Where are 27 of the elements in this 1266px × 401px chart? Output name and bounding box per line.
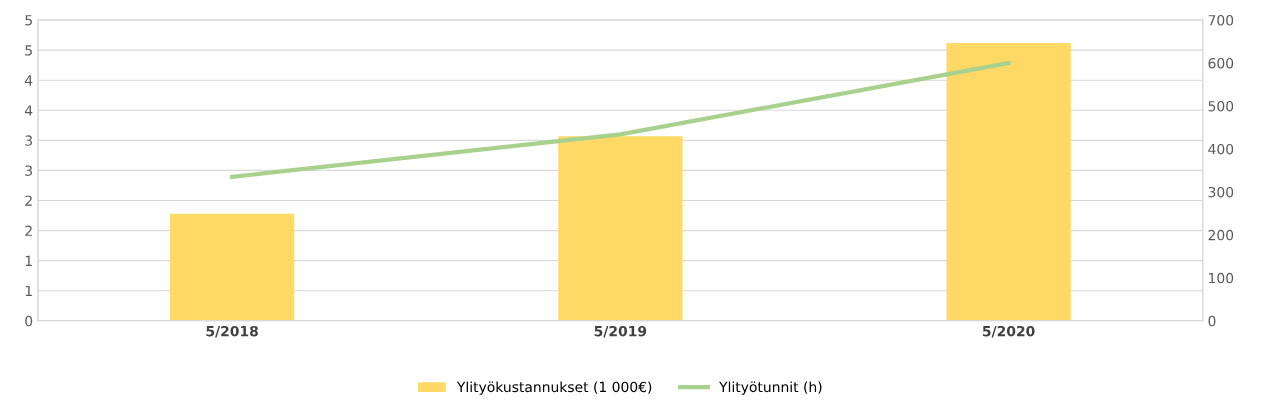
x-tick-label: 5/2019	[594, 325, 647, 338]
legend-label: Ylityötunnit (h)	[719, 381, 822, 395]
y2-tick-label: 200	[1208, 229, 1234, 241]
bar	[946, 42, 1071, 321]
x-tick-label: 5/2020	[982, 325, 1035, 338]
y-tick-label: 2	[25, 195, 32, 206]
y-tick-label: 5	[25, 15, 32, 26]
y2-tick-label: 0	[1208, 315, 1216, 327]
y-tick-label: 5	[25, 45, 32, 56]
y-tick-label: 1	[25, 255, 32, 266]
y2-tick-label: 300	[1208, 186, 1234, 198]
y-tick-label: 1	[25, 285, 32, 296]
y-tick-label: 3	[25, 135, 33, 146]
y-tick-label: 4	[24, 105, 33, 116]
y-tick-label: 4	[24, 75, 33, 86]
y2-tick-label: 600	[1208, 57, 1234, 69]
legend-label: Ylityökustannukset (1 000€)	[456, 381, 652, 395]
y2-tick-label: 100	[1209, 272, 1234, 284]
x-tick-label: 5/2018	[206, 325, 258, 338]
bar	[169, 213, 295, 321]
y-tick-label: 2	[25, 225, 32, 236]
y-tick-label: 3	[25, 165, 33, 176]
bar	[558, 136, 683, 321]
y2-tick-label: 400	[1208, 143, 1234, 155]
y-tick-label: 0	[25, 315, 33, 327]
y2-tick-label: 500	[1208, 100, 1234, 112]
y2-tick-label: 700	[1208, 15, 1234, 26]
